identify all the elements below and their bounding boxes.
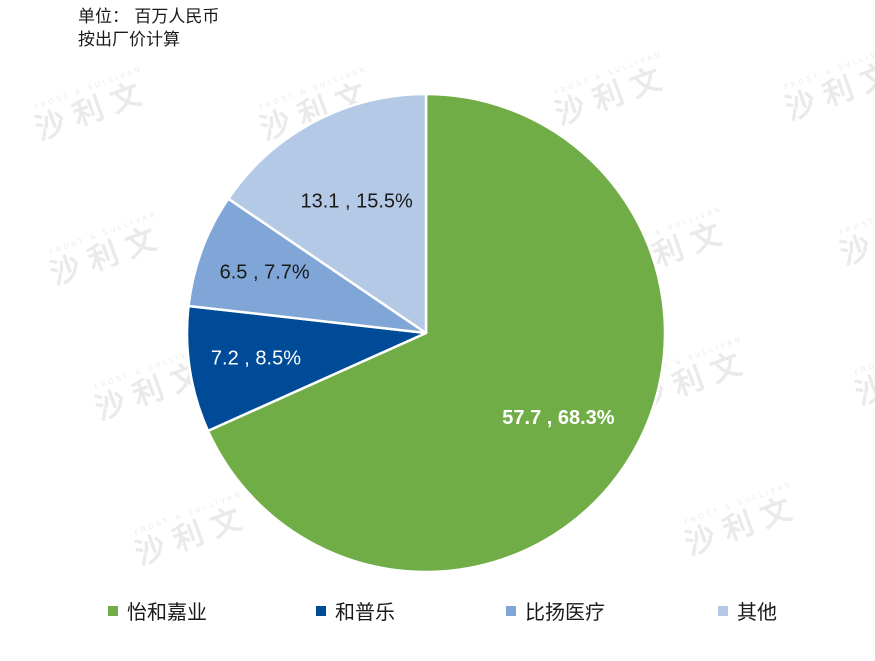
data-label-3: 6.5 , 7.7% — [220, 261, 310, 283]
pie-labels: 57.7 , 68.3% 7.2 , 8.5% 6.5 , 7.7% 13.1 , 1… — [211, 190, 615, 429]
legend-item-2[interactable]: 和普乐 — [316, 596, 395, 625]
data-label-1: 57.7 , 68.3% — [502, 407, 615, 429]
legend-swatch-3 — [506, 605, 516, 616]
legend-label-4: 其他 — [737, 600, 777, 624]
pie-slice-1 — [206, 92, 667, 574]
legend-label-2: 和普乐 — [335, 600, 395, 624]
unit-note: 单位： 百万人民币 按出厂价计算 — [78, 6, 219, 52]
pie-slice-2 — [185, 304, 428, 433]
pie-slices — [185, 92, 667, 574]
legend-item-4[interactable]: 其他 — [718, 596, 777, 625]
legend-label-1: 怡和嘉业 — [127, 600, 207, 624]
data-label-2: 7.2 , 8.5% — [211, 348, 301, 370]
pricing-basis-label: 按出厂价计算 — [78, 30, 180, 50]
legend-swatch-1 — [108, 605, 118, 616]
legend-swatch-4 — [718, 605, 728, 616]
data-label-4: 13.1 , 15.5% — [300, 190, 413, 212]
pie-slice-4 — [227, 92, 428, 335]
legend: 怡和嘉业 和普乐 比扬医疗 其他 — [0, 596, 875, 626]
pie-slice-3 — [187, 197, 428, 335]
pie-chart: 57.7 , 68.3% 7.2 , 8.5% 6.5 , 7.7% 13.1 , 1… — [185, 92, 667, 574]
legend-item-1[interactable]: 怡和嘉业 — [108, 596, 207, 625]
legend-label-3: 比扬医疗 — [525, 600, 605, 624]
unit-label: 单位： 百万人民币 — [78, 7, 220, 27]
legend-swatch-2 — [316, 605, 326, 616]
legend-item-3[interactable]: 比扬医疗 — [506, 596, 605, 625]
